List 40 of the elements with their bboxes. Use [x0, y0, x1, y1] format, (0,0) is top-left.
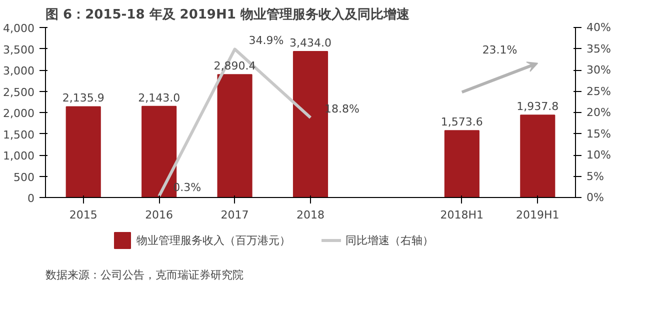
y-tick-label: 3,000 — [3, 64, 35, 78]
annotation: 23.1% — [482, 43, 518, 56]
data-label: 1,937.8 — [516, 100, 559, 114]
data-label: 2,135.9 — [62, 92, 104, 105]
source-note: 数据来源：公司公告，克而瑞证券研究院 — [46, 268, 244, 282]
y-tick-label: 1,500 — [3, 128, 35, 142]
y-tick-label: 2,000 — [3, 107, 35, 120]
data-label: 2,890.4 — [214, 60, 256, 73]
y-tick-label: 500 — [14, 170, 35, 184]
y2-tick-label: 0% — [586, 191, 604, 204]
chart-title: 图 6：2015-18 年及 2019H1 物业管理服务收入及同比增速 — [46, 6, 410, 22]
y-tick-label: 3,500 — [3, 43, 35, 56]
y-tick-label: 1,000 — [3, 150, 35, 162]
y2-tick-label: 5% — [586, 170, 604, 183]
data-label: 34.9% — [248, 34, 284, 48]
y2-tick-label: 15% — [586, 127, 611, 140]
y2-tick-label: 40% — [586, 21, 611, 34]
x-tick-label: 2016 — [145, 208, 174, 222]
y-tick-label: 2,500 — [3, 86, 35, 99]
y-tick-label: 4,000 — [3, 22, 35, 35]
y-tick-label: 0 — [28, 192, 34, 205]
y2-tick-label: 25% — [586, 84, 611, 98]
y2-tick-label: 35% — [586, 42, 611, 56]
data-label: 3,434.0 — [290, 36, 332, 50]
y2-tick-label: 20% — [586, 106, 611, 119]
data-label: 1,573.6 — [440, 116, 483, 129]
legend-label: 物业管理服务收入（百万港元） — [136, 232, 291, 248]
x-tick-label: 2018 — [296, 208, 325, 222]
x-tick-label: 2017 — [220, 208, 249, 222]
bar — [217, 74, 252, 198]
x-tick-label: 2015 — [69, 208, 98, 222]
y2-tick-label: 10% — [586, 148, 611, 162]
x-tick-label: 2018H1 — [440, 208, 484, 222]
legend-label: 同比增速（右轴） — [346, 232, 434, 248]
bar — [444, 130, 480, 198]
bar — [66, 106, 101, 198]
y2-tick-label: 30% — [586, 64, 611, 76]
bar — [520, 114, 556, 198]
x-tick-label: 2019H1 — [516, 208, 560, 222]
data-label: 2,143.0 — [138, 91, 180, 104]
